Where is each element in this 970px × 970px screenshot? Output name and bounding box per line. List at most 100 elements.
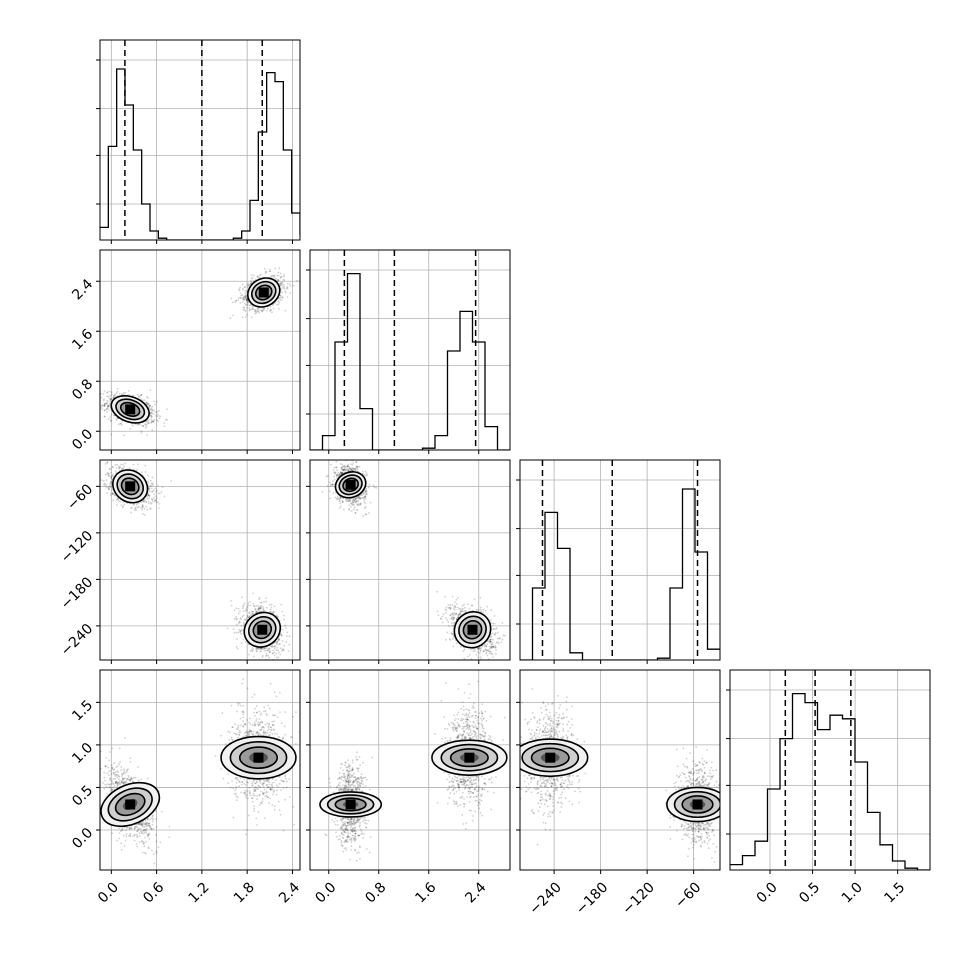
sample-point	[276, 274, 279, 277]
sample-point	[102, 483, 105, 486]
sample-point	[265, 271, 268, 274]
sample-point	[267, 649, 269, 652]
sample-point	[339, 472, 341, 475]
sample-point	[333, 471, 336, 474]
sample-point	[244, 609, 247, 612]
sample-point	[356, 504, 359, 507]
sample-point	[335, 460, 338, 463]
sample-point	[140, 501, 143, 504]
sample-point	[142, 425, 145, 428]
sample-point	[255, 650, 258, 653]
sample-point	[135, 509, 138, 512]
sample-point	[109, 482, 112, 485]
sample-point	[259, 606, 262, 609]
sample-point	[345, 465, 348, 468]
sample-point	[110, 391, 113, 394]
sample-point	[242, 610, 245, 613]
sample-point	[357, 496, 360, 499]
sample-point	[286, 282, 289, 285]
sample-point	[273, 645, 275, 648]
sample-point	[250, 610, 253, 613]
sample-point	[288, 643, 291, 646]
sample-point	[119, 466, 122, 468]
sample-point	[150, 487, 153, 490]
sample-point	[255, 604, 258, 607]
sample-point	[265, 654, 268, 657]
sample-point	[145, 401, 148, 404]
sample-point	[239, 629, 242, 632]
sample-point	[255, 311, 258, 314]
sample-point	[106, 471, 109, 474]
sample-point	[140, 430, 143, 432]
sample-point	[343, 464, 346, 467]
sample-point	[340, 467, 343, 470]
sample-point	[280, 276, 283, 279]
sample-point	[279, 647, 282, 650]
sample-point	[260, 309, 263, 312]
sample-point	[246, 300, 249, 303]
sample-point	[109, 400, 111, 403]
sample-point	[246, 609, 248, 611]
sample-point	[118, 392, 121, 395]
sample-point	[145, 421, 148, 424]
sample-point	[278, 301, 281, 304]
sample-point	[261, 654, 264, 657]
sample-point	[108, 405, 110, 407]
sample-point	[249, 281, 252, 284]
sample-point	[275, 649, 278, 651]
sample-point	[339, 471, 342, 474]
sample-point	[103, 409, 106, 412]
sample-point	[150, 421, 153, 424]
sample-point	[276, 614, 278, 617]
sample-point	[263, 647, 266, 650]
sample-point	[354, 512, 357, 515]
sample-point	[351, 463, 354, 466]
sample-point	[246, 302, 249, 305]
sample-point	[107, 418, 110, 420]
sample-point	[107, 395, 110, 398]
sample-point	[348, 504, 351, 507]
sample-point	[132, 503, 135, 506]
sample-point	[146, 396, 148, 398]
sample-point	[341, 472, 344, 474]
sample-point	[252, 610, 255, 613]
sample-point	[362, 496, 364, 499]
sample-point	[122, 467, 124, 470]
sample-point	[244, 296, 246, 299]
sample-point	[246, 286, 249, 289]
sample-point	[153, 497, 155, 499]
sample-point	[331, 484, 334, 486]
sample-point	[288, 282, 291, 285]
sample-point	[255, 649, 258, 652]
histogram-step	[310, 272, 510, 450]
sample-point	[494, 628, 497, 631]
sample-point	[150, 414, 152, 417]
sample-point	[246, 615, 249, 618]
sample-point	[466, 603, 469, 606]
sample-point	[336, 495, 339, 498]
sample-point	[268, 650, 271, 652]
sample-point	[108, 484, 111, 487]
sample-point	[106, 395, 109, 398]
sample-point	[245, 618, 247, 621]
sample-point	[120, 504, 123, 507]
sample-point	[356, 465, 359, 468]
sample-point	[137, 506, 140, 508]
sample-point	[107, 404, 110, 407]
sample-point	[116, 457, 118, 459]
sample-point	[117, 423, 120, 426]
sample-point	[151, 410, 154, 413]
sample-point	[286, 285, 289, 288]
sample-point	[280, 603, 283, 606]
sample-point	[116, 417, 118, 420]
sample-point	[243, 309, 246, 311]
sample-point	[353, 499, 355, 502]
sample-point	[239, 301, 242, 304]
sample-point	[275, 656, 278, 659]
sample-point	[255, 611, 258, 613]
sample-point	[246, 301, 249, 303]
sample-point	[237, 622, 240, 625]
sample-point	[109, 398, 112, 400]
sample-point	[283, 287, 286, 290]
density-peak	[125, 404, 136, 415]
